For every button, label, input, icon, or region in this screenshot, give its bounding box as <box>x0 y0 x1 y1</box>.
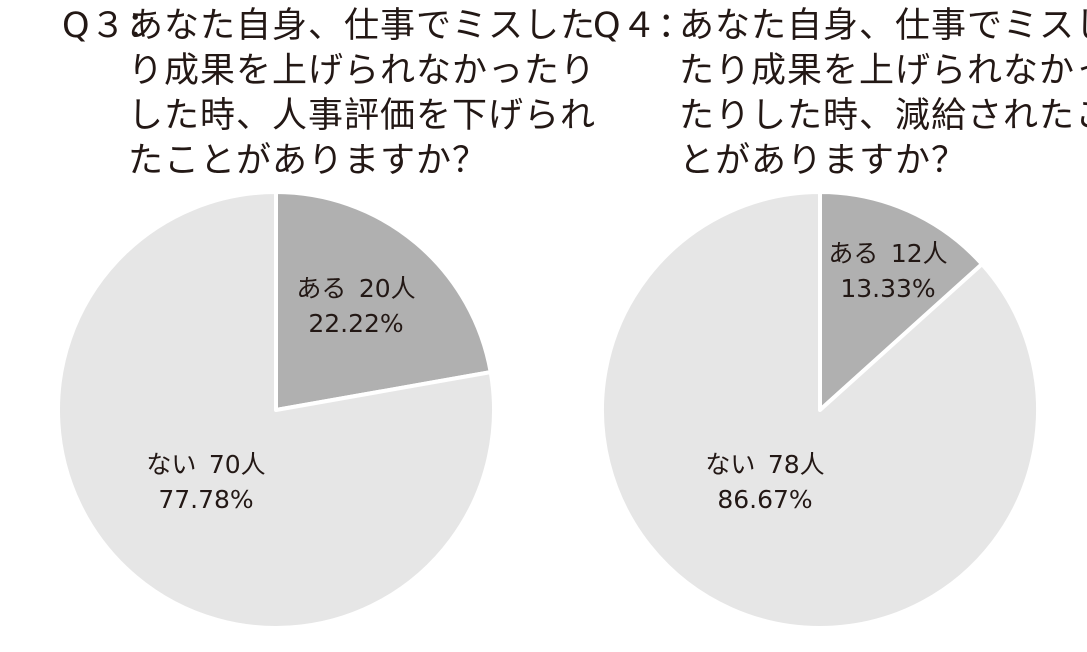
slice-label: ない 78人 <box>705 450 824 479</box>
slice-label: ある 12人 <box>828 239 947 268</box>
slice-label: ある 20人 <box>296 274 415 303</box>
pie-chart: ある 12人 13.33% ない 78人 86.67% <box>600 190 1040 630</box>
title-line: たりした時、減給されたこ <box>679 96 1087 136</box>
title-line: たことがありますか？ <box>128 141 489 181</box>
slice-percent-label: 77.78% <box>158 485 253 514</box>
title-line: あなた自身、仕事でミスし <box>679 6 1087 46</box>
slice-percent-label: 86.67% <box>717 485 812 514</box>
title-line: たり成果を上げられなかっ <box>679 51 1087 91</box>
slice-percent-label: 13.33% <box>840 274 935 303</box>
title-line: とがありますか？ <box>679 141 968 181</box>
pie-slice-aru <box>274 190 493 412</box>
pie-slice-aru <box>818 190 984 412</box>
slice-label: ない 70人 <box>146 450 265 479</box>
pie-slice-nai <box>56 190 496 630</box>
slice-percent-label: 22.22% <box>308 309 403 338</box>
title-line: あなた自身、仕事でミスした <box>128 6 597 46</box>
title-line: り成果を上げられなかったり <box>128 51 597 91</box>
pie-slice-nai <box>600 190 1040 630</box>
title-line: した時、人事評価を下げられ <box>128 96 597 136</box>
pie-chart: ある 20人 22.22% ない 70人 77.78% <box>56 190 496 630</box>
question-number: Q４： <box>593 6 694 46</box>
chart-q4: Q４： あなた自身、仕事でミスし たり成果を上げられなかっ たりした時、減給され… <box>543 0 1087 652</box>
chart-q3: Q３： あなた自身、仕事でミスした り成果を上げられなかったり した時、人事評価… <box>0 0 595 652</box>
question-number: Q３： <box>62 6 163 46</box>
